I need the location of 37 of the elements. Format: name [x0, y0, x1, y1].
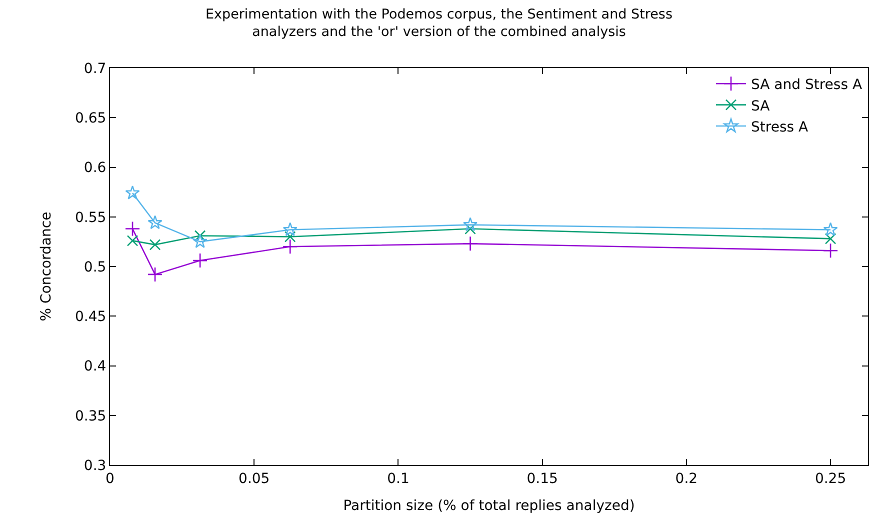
point: [194, 230, 206, 242]
point: [282, 239, 298, 254]
y-tick-label: 0.65: [75, 110, 106, 127]
point: [147, 266, 163, 282]
y-tick-label: 0.7: [84, 60, 106, 77]
point: [282, 222, 298, 236]
x-tick-label: 0.25: [814, 470, 846, 487]
x-tick-label: 0.1: [387, 470, 410, 487]
y-tick-label: 0.45: [75, 309, 106, 326]
y-axis-title: % Concordance: [38, 212, 55, 322]
point: [125, 185, 140, 200]
y-tick-label: 0.4: [84, 358, 106, 375]
x-axis-title: Partition size (% of total replies analyzed): [343, 498, 635, 514]
point: [824, 233, 836, 244]
y-tick-label: 0.6: [84, 160, 106, 176]
point: [149, 239, 161, 250]
point: [284, 231, 296, 242]
point: [462, 217, 478, 232]
y-tick-label: 0.3: [84, 458, 106, 474]
point: [126, 235, 138, 246]
y-tick-label: 0.55: [75, 210, 106, 226]
y-tick-label: 0.5: [84, 259, 106, 276]
point: [192, 252, 208, 268]
point: [823, 222, 838, 236]
x-tick-label: 0.15: [526, 470, 558, 487]
point: [148, 215, 162, 230]
y-tick-label: 0.35: [75, 408, 106, 424]
legend-label: SA and Stress A: [751, 77, 862, 94]
x-tick-label: 0.2: [675, 470, 698, 487]
point: [124, 221, 140, 236]
legend-label: Stress A: [751, 119, 808, 136]
x-tick-label: 0.05: [238, 470, 270, 487]
point: [192, 234, 208, 248]
chart-title: Experimentation with the Podemos corpus, the Sentiment and Stress analyzers and the 'or' version of the combined analysis: [205, 6, 673, 40]
x-tick-label: 0: [106, 470, 114, 487]
legend-label: SA: [751, 98, 770, 114]
point: [822, 242, 838, 258]
